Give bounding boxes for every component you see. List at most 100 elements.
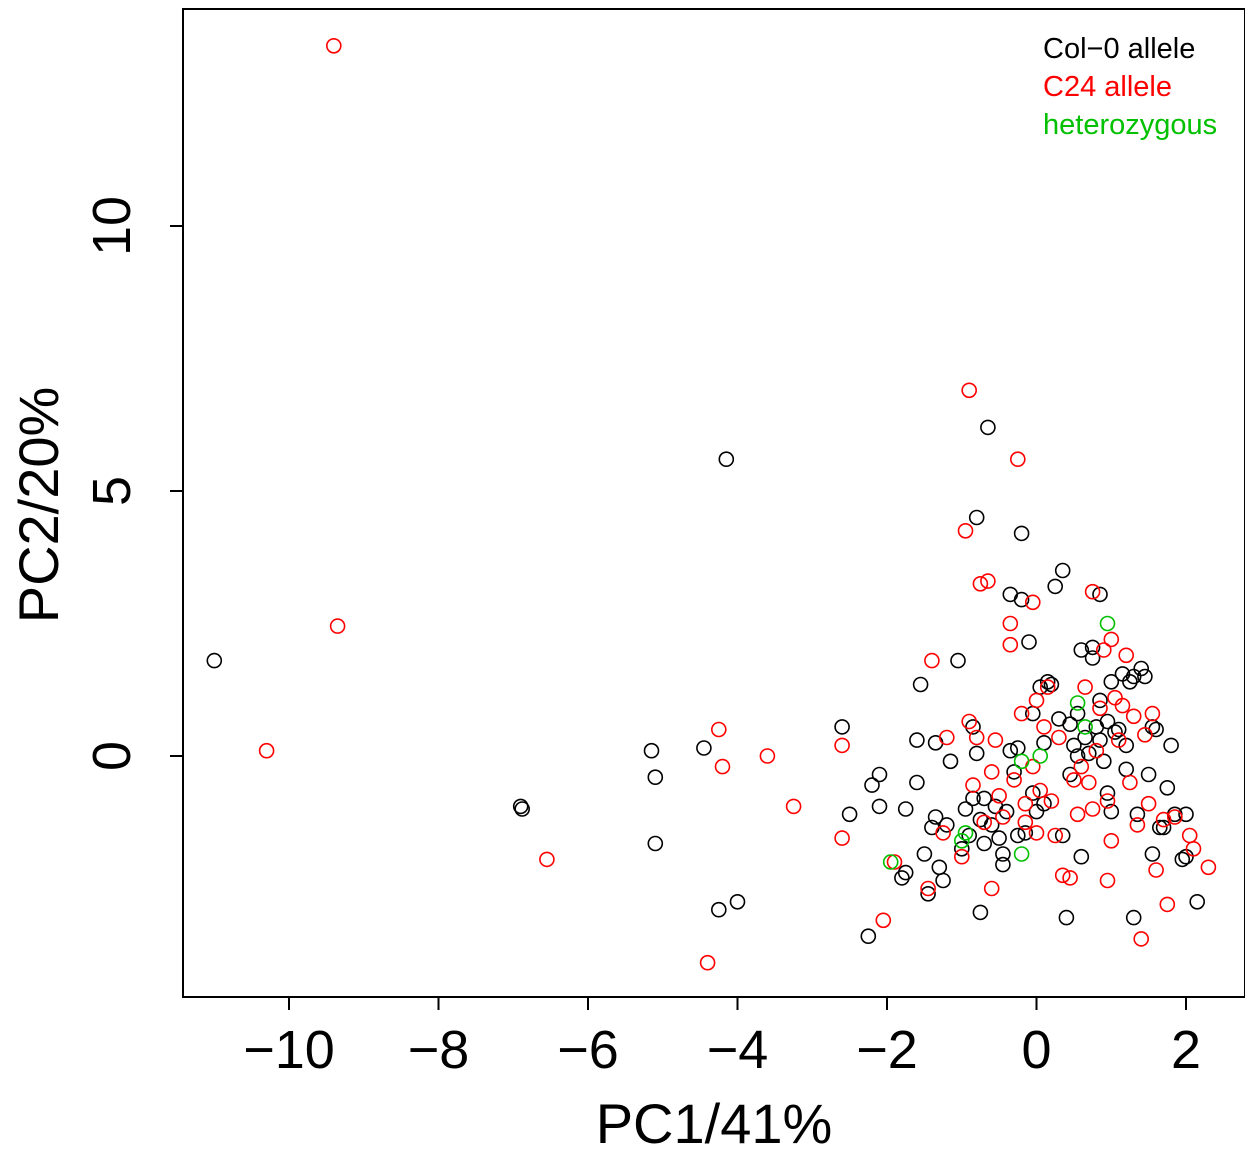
scatter-point (1018, 797, 1032, 811)
scatter-point (966, 778, 980, 792)
x-tick-label: 0 (1021, 1020, 1051, 1080)
scatter-point (977, 815, 991, 829)
scatter-point (985, 765, 999, 779)
scatter-point (1056, 564, 1070, 578)
x-tick-label: −2 (856, 1020, 918, 1080)
series-0 (207, 420, 1204, 943)
scatter-point (835, 831, 849, 845)
legend-entry: C24 allele (1043, 71, 1172, 103)
scatter-point (260, 744, 274, 758)
scatter-point (1078, 680, 1092, 694)
scatter-point (962, 383, 976, 397)
x-axis-title: PC1/41% (596, 1092, 833, 1150)
scatter-point (1134, 932, 1148, 946)
scatter-point (712, 903, 726, 917)
scatter-point (331, 619, 345, 633)
scatter-point (1183, 829, 1197, 843)
legend-entry: heterozygous (1043, 109, 1217, 141)
scatter-point (731, 895, 745, 909)
scatter-point (876, 913, 890, 927)
scatter-point (1123, 776, 1137, 790)
scatter-point (1138, 728, 1152, 742)
scatter-point (951, 654, 965, 668)
scatter-point (944, 754, 958, 768)
scatter-point (701, 956, 715, 970)
scatter-point (207, 654, 221, 668)
scatter-point (1003, 638, 1017, 652)
scatter-point (712, 723, 726, 737)
scatter-point (1190, 895, 1204, 909)
scatter-point (1101, 786, 1115, 800)
x-tick-label: −6 (557, 1020, 619, 1080)
scatter-point (1011, 829, 1025, 843)
scatter-point (1018, 815, 1032, 829)
scatter-point (914, 678, 928, 692)
scatter-point (959, 524, 973, 538)
scatter-point (1093, 701, 1107, 715)
scatter-point (1033, 749, 1047, 763)
scatter-point (936, 826, 950, 840)
scatter-point (940, 731, 954, 745)
scatter-point (1119, 762, 1133, 776)
scatter-point (970, 746, 984, 760)
scatter-point (940, 818, 954, 832)
scatter-point (1015, 526, 1029, 540)
y-tick-label: 5 (82, 476, 142, 506)
scatter-point (1071, 807, 1085, 821)
scatter-point (1104, 632, 1118, 646)
scatter-point (1037, 736, 1051, 750)
scatter-point (973, 905, 987, 919)
x-axis: −10 −8 −6 −4 −2 0 2 (243, 997, 1201, 1080)
x-tick-label: −4 (707, 1020, 769, 1080)
scatter-point (540, 852, 554, 866)
scatter-point (1127, 911, 1141, 925)
scatter-point (959, 826, 973, 840)
x-tick-label: 2 (1171, 1020, 1201, 1080)
scatter-point (1037, 720, 1051, 734)
y-axis: 0 5 10 (82, 196, 183, 771)
scatter-point (1030, 693, 1044, 707)
scatter-point (1059, 911, 1073, 925)
x-tick-label: −8 (408, 1020, 470, 1080)
scatter-point (760, 749, 774, 763)
scatter-point (873, 799, 887, 813)
scatter-point (1007, 773, 1021, 787)
legend-entry: Col−0 allele (1043, 33, 1195, 65)
scatter-point (1074, 850, 1088, 864)
scatter-point (645, 744, 659, 758)
scatter-point (1149, 863, 1163, 877)
y-tick-label: 0 (82, 741, 142, 771)
scatter-point (985, 882, 999, 896)
scatter-point (861, 929, 875, 943)
scatter-point (1093, 693, 1107, 707)
scatter-point (1022, 635, 1036, 649)
scatter-point (1052, 731, 1066, 745)
scatter-point (996, 847, 1010, 861)
scatter-point (1101, 617, 1115, 631)
scatter-point (992, 831, 1006, 845)
legend: Col−0 allele C24 allele heterozygous (1043, 33, 1217, 141)
scatter-point (1145, 847, 1159, 861)
scatter-point (873, 768, 887, 782)
plot-frame (183, 9, 1245, 997)
scatter-point (648, 837, 662, 851)
y-axis-title: PC2/20% (7, 387, 70, 624)
scatter-point (955, 842, 969, 856)
x-tick-label: −10 (243, 1020, 335, 1080)
scatter-point (719, 452, 733, 466)
scatter-point (1179, 850, 1193, 864)
scatter-point (932, 860, 946, 874)
scatter-point (917, 847, 931, 861)
scatter-point (1048, 579, 1062, 593)
scatter-point (835, 738, 849, 752)
scatter-point (697, 741, 711, 755)
scatter-point (1164, 738, 1178, 752)
scatter-point (327, 39, 341, 53)
scatter-point (1086, 802, 1100, 816)
scatter-point (899, 802, 913, 816)
scatter-point (925, 654, 939, 668)
scatter-point (787, 799, 801, 813)
scatter-point (910, 733, 924, 747)
